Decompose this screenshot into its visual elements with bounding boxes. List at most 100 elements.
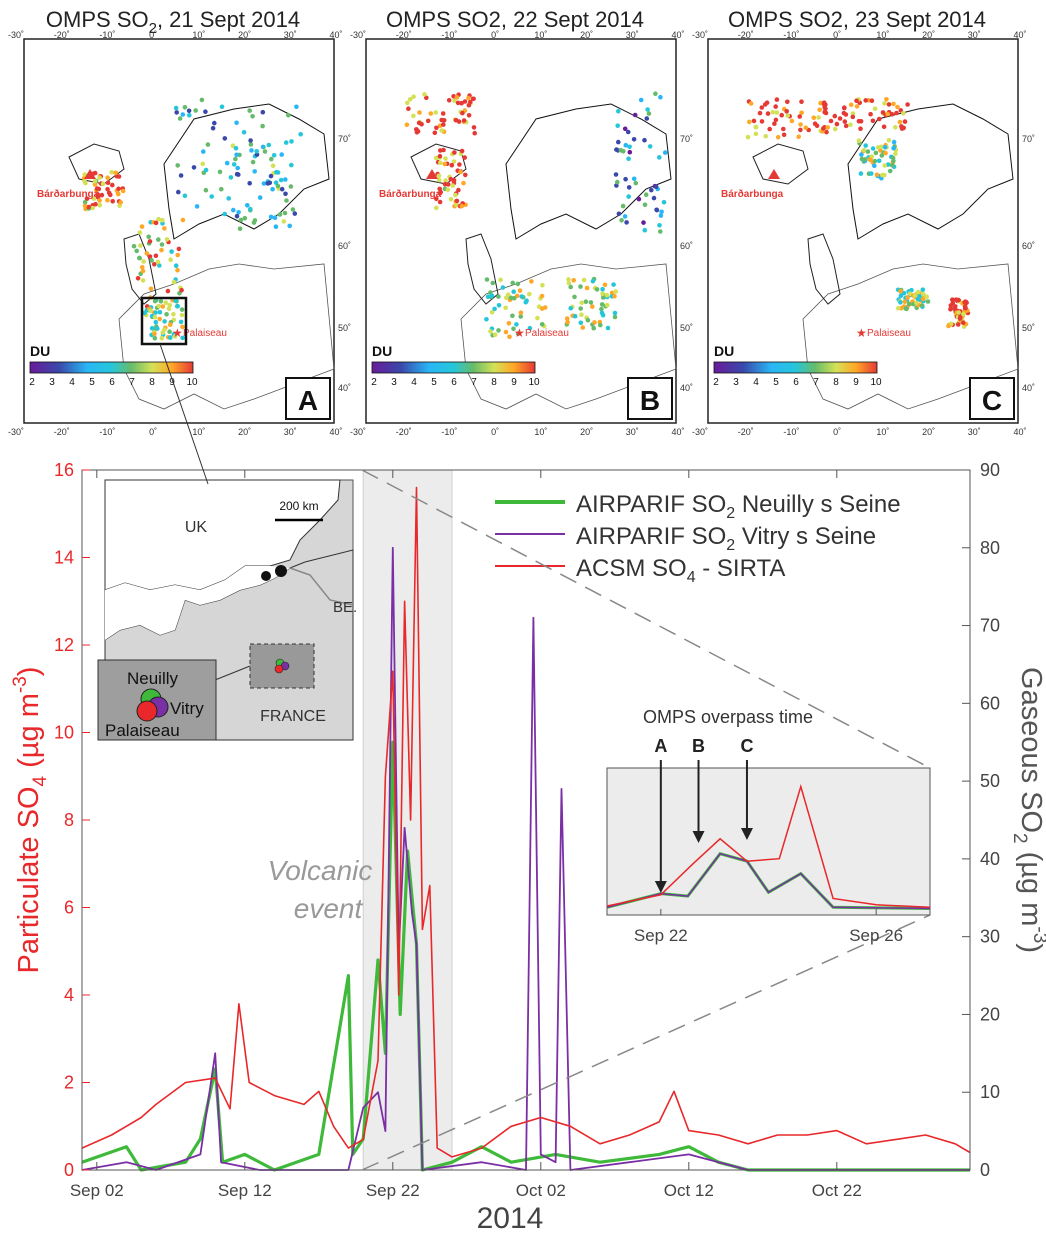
so2-dot [625, 129, 631, 135]
so2-dot [889, 162, 895, 168]
so2-dot [92, 179, 98, 184]
so2-dot [885, 111, 890, 117]
so2-dot [178, 319, 184, 325]
so2-dot [270, 186, 275, 192]
lon-tick-top: 0˚ [833, 30, 841, 40]
so2-dot [460, 110, 465, 116]
so2-dot [234, 213, 240, 219]
so2-dot [848, 122, 853, 128]
so2-dot [148, 308, 153, 314]
so2-dot [93, 201, 98, 207]
so2-dot [856, 138, 862, 143]
so2-dot [152, 331, 157, 337]
so2-dot [492, 306, 497, 312]
lon-tick-top: -10˚ [441, 30, 457, 40]
so2-dot [784, 109, 789, 114]
so2-dot [446, 98, 452, 103]
so2-dot [759, 119, 765, 124]
so2-dot [165, 288, 171, 294]
so2-dot [514, 322, 519, 327]
so2-dot [411, 113, 416, 119]
so2-dot [226, 196, 231, 201]
colorbar-tick-3: 3 [49, 377, 55, 388]
so2-dot [529, 279, 534, 284]
so2-dot [100, 181, 106, 187]
so2-dot [600, 291, 605, 297]
so2-dot [542, 305, 548, 310]
so2-dot [182, 193, 188, 199]
map-to-inset-connector [159, 343, 209, 485]
label-uk: UK [185, 519, 208, 536]
so2-dot [250, 159, 256, 165]
so2-dot [177, 116, 183, 121]
so2-dot [203, 109, 208, 114]
inset-series [606, 783, 931, 910]
so2-dot [511, 296, 517, 301]
so2-dot [527, 325, 533, 331]
lon-tick-bottom: 40˚ [329, 427, 342, 437]
so2-dot [605, 325, 611, 331]
lon-tick-bottom: -30˚ [692, 427, 708, 437]
left-y-label-unit: (µg m [13, 693, 45, 776]
lon-tick-top: 10˚ [192, 30, 205, 40]
so2-dot [898, 293, 904, 299]
so2-dot [140, 265, 145, 270]
so2-dot [891, 139, 897, 145]
so2-dot [613, 172, 619, 177]
lon-tick-bottom: -10˚ [441, 427, 457, 437]
lon-tick-bottom: 40˚ [671, 427, 684, 437]
so2-dot [872, 158, 878, 164]
so2-dot [452, 150, 457, 155]
panel-letter: B [640, 385, 660, 416]
site-neuilly-label: Neuilly [127, 669, 179, 688]
so2-dot [568, 284, 573, 290]
right-y-axis-label: Gaseous SO2 (µg m-3) [1009, 667, 1046, 953]
so2-dot [109, 170, 114, 175]
inset-line-so4 [606, 783, 931, 909]
so2-dot [445, 187, 451, 193]
so2-dot [858, 171, 864, 176]
so2-dot [178, 173, 184, 178]
so2-dot [897, 119, 903, 125]
so2-dot [564, 316, 570, 321]
so2-dot [260, 144, 266, 150]
right-y-tick-label-7: 70 [980, 616, 1000, 636]
inset-arrow-head-c [740, 828, 753, 840]
map-title-a: OMPS SO2, 21 Sept 2014 [46, 7, 300, 37]
map-title-main: OMPS SO2, 23 Sept 2014 [728, 7, 986, 32]
so2-dot [662, 150, 668, 155]
so2-dot [275, 183, 281, 189]
so2-dot [113, 170, 118, 176]
so2-dot [137, 255, 142, 261]
so2-dot [887, 168, 893, 174]
so2-dot [182, 105, 188, 110]
so2-dot [141, 259, 146, 264]
so2-dot [960, 320, 966, 326]
so2-dot [527, 291, 532, 297]
so2-dot [515, 281, 521, 287]
series-layer [81, 486, 971, 1172]
so2-dot [441, 122, 446, 127]
so2-dot [140, 278, 146, 283]
so2-dot [891, 145, 896, 151]
left-y-tick-label-1: 2 [64, 1073, 74, 1093]
so2-dot [203, 187, 209, 193]
volcano-marker [84, 169, 96, 179]
so2-dot [407, 97, 413, 102]
so2-dot [273, 224, 279, 229]
so2-dot [437, 199, 443, 205]
so2-dot [898, 300, 903, 305]
so2-dot [152, 314, 158, 320]
so2-dot [854, 98, 859, 104]
map-frame [23, 38, 335, 424]
so2-dot [893, 151, 898, 156]
so2-dot [624, 220, 629, 225]
so2-dot [510, 313, 515, 319]
so2-dot [459, 100, 464, 106]
left-y-tick-label-2: 4 [64, 985, 74, 1005]
so2-dot [843, 123, 849, 129]
lon-tick-bottom: -20˚ [738, 427, 754, 437]
left-y-tick-label-4: 8 [64, 810, 74, 830]
so2-dot [406, 106, 411, 111]
